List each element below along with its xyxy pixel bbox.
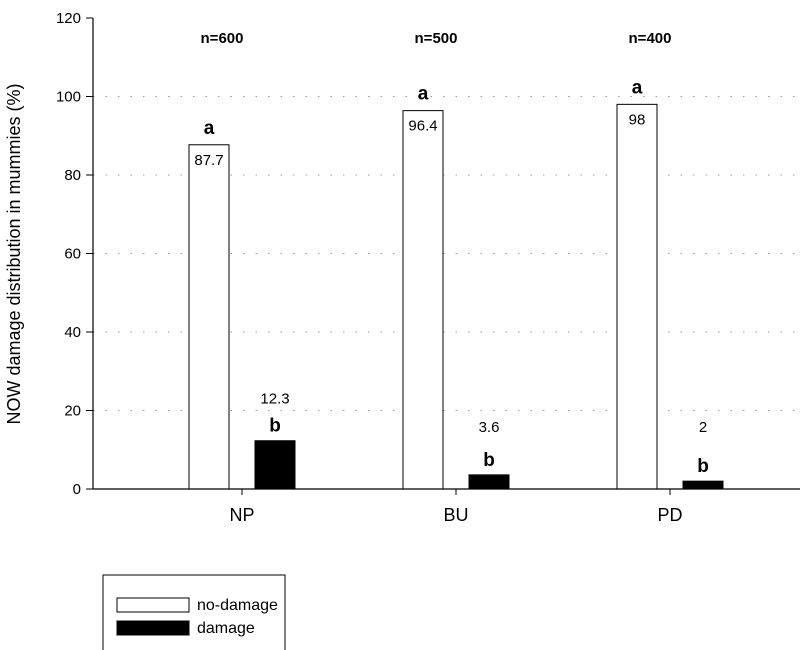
x-tick-label-np: NP (229, 505, 254, 525)
significance-letter: a (632, 77, 643, 98)
significance-letter: b (697, 456, 709, 477)
y-tick-label: 100 (56, 89, 81, 106)
significance-letter: b (483, 450, 495, 471)
y-tick-label: 60 (64, 246, 81, 263)
bar-damage-np (254, 440, 296, 490)
bar-damage-pd (682, 480, 724, 490)
y-tick-label: 40 (64, 324, 81, 341)
value-label: 2 (699, 419, 707, 436)
bar-no-damage-bu (402, 110, 444, 490)
x-tick-label-pd: PD (657, 505, 682, 525)
sample-size-label: n=600 (201, 30, 244, 47)
value-label: 3.6 (479, 419, 500, 436)
data-labels: NP n=600 87.7 a b 12.3 BU n=500 96.4 a b 3.6 PD n=400… (194, 30, 708, 525)
legend-swatch-damage (116, 620, 190, 636)
legend-swatch-no-damage (116, 597, 190, 613)
y-tick-label: 20 (64, 403, 81, 420)
significance-letter: a (204, 118, 215, 139)
x-tick-label-bu: BU (443, 505, 468, 525)
significance-letter: b (269, 416, 281, 437)
bars (188, 103, 724, 490)
value-label: 96.4 (408, 118, 437, 135)
bar-no-damage-np (188, 144, 230, 490)
y-ticks: 0 20 40 60 80 100 120 (56, 10, 671, 498)
legend-label-no-damage: no-damage (197, 597, 278, 614)
y-tick-label: 0 (73, 481, 81, 498)
value-label: 98 (629, 111, 646, 128)
legend-label-damage: damage (197, 620, 255, 637)
bar-no-damage-pd (616, 103, 658, 490)
bar-damage-bu (468, 474, 510, 490)
sample-size-label: n=400 (629, 30, 672, 47)
significance-letter: a (418, 84, 429, 105)
y-tick-label: 80 (64, 167, 81, 184)
y-axis-title: NOW damage distribution in mummies (%) (4, 83, 24, 424)
value-label: 12.3 (260, 391, 289, 408)
value-label: 87.7 (194, 152, 223, 169)
y-tick-label: 120 (56, 10, 81, 27)
legend: no-damage damage (102, 574, 286, 650)
sample-size-label: n=500 (415, 30, 458, 47)
